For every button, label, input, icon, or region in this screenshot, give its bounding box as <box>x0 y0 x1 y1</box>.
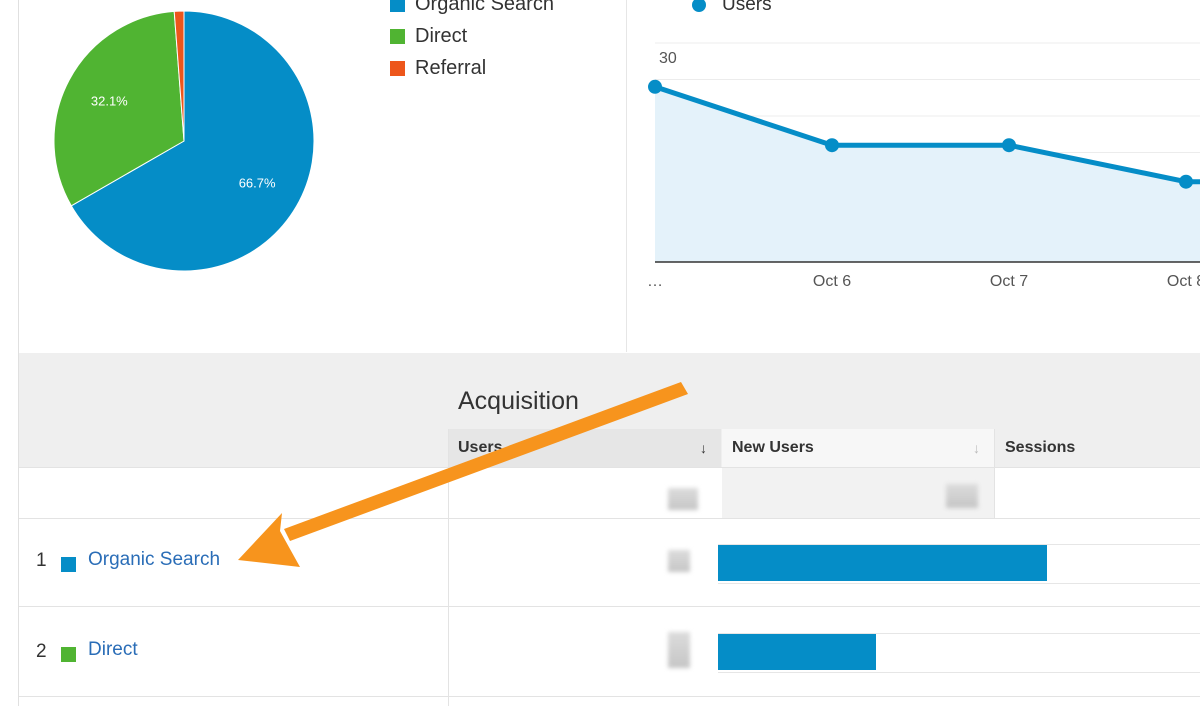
column-divider <box>448 429 449 706</box>
x-tick-label: … <box>647 273 663 290</box>
panel-divider <box>626 0 627 352</box>
series-area <box>655 86 1200 262</box>
row-link-direct[interactable]: Direct <box>88 639 138 660</box>
pie-slice-referral[interactable] <box>173 10 185 142</box>
series-dot-icon <box>692 0 706 12</box>
data-point[interactable] <box>825 138 839 153</box>
row-divider <box>19 518 1200 519</box>
legend-item-direct[interactable]: Direct <box>390 20 554 52</box>
column-header-new-users[interactable]: New Users ↓ <box>722 429 994 467</box>
row1-users-blurred-value <box>668 550 690 572</box>
legend-label: Referral <box>415 56 487 79</box>
x-tick-label: Oct 7 <box>990 273 1028 290</box>
legend-item-referral[interactable]: Referral <box>390 52 554 84</box>
acquisition-title: Acquisition <box>458 387 579 415</box>
bar-track <box>718 544 1200 584</box>
y-tick-label: 30 <box>659 50 677 67</box>
x-tick-label: Oct 8 <box>1167 273 1200 290</box>
column-header-users[interactable]: Users ↓ <box>449 429 721 467</box>
totals-users-blurred-value <box>668 488 698 510</box>
x-tick-label: Oct 6 <box>813 273 851 290</box>
panel-left-border <box>18 0 19 706</box>
row2-users-blurred-value <box>668 632 690 668</box>
pie-slice-label: 66.7% <box>239 175 276 190</box>
column-divider <box>994 429 995 519</box>
row-swatch <box>61 557 76 572</box>
row-swatch <box>61 647 76 662</box>
legend-swatch <box>390 28 405 44</box>
line-legend-users[interactable]: Users <box>692 0 772 16</box>
row-divider <box>19 696 1200 697</box>
row1-users-bar <box>718 545 1047 581</box>
row-number: 2 <box>36 641 47 662</box>
row-number: 1 <box>36 550 47 571</box>
sort-desc-icon[interactable]: ↓ <box>700 440 707 456</box>
legend-label: Organic Search <box>415 0 554 15</box>
legend-label: Direct <box>415 24 468 47</box>
series-label: Users <box>722 0 772 15</box>
pie-slice-direct[interactable] <box>53 10 185 207</box>
column-label: New Users <box>732 439 814 456</box>
row2-users-bar <box>718 634 877 670</box>
data-point[interactable] <box>648 79 662 94</box>
legend-item-organic-search[interactable]: Organic Search <box>390 0 554 20</box>
arrow-head <box>238 513 300 567</box>
sort-icon[interactable]: ↓ <box>973 440 980 456</box>
row-link-organic-search[interactable]: Organic Search <box>88 549 221 570</box>
row-divider <box>19 606 1200 607</box>
data-point[interactable] <box>1179 174 1193 189</box>
pie-legend: Organic Search Direct Referral <box>390 0 554 84</box>
row-divider <box>19 467 1200 468</box>
legend-swatch <box>390 0 405 12</box>
column-label: Sessions <box>1005 439 1076 456</box>
bar-track <box>718 633 1200 673</box>
data-point[interactable] <box>1002 138 1016 153</box>
column-label: Users <box>458 439 503 456</box>
pie-chart: 66.7% 32.1% <box>53 10 315 272</box>
totals-new-users-blurred-value <box>946 484 978 508</box>
column-header-sessions[interactable]: Sessions <box>995 429 1200 467</box>
legend-swatch <box>390 60 405 76</box>
pie-slice-organic-search[interactable] <box>70 10 315 272</box>
pie-slice-label: 32.1% <box>91 93 128 108</box>
